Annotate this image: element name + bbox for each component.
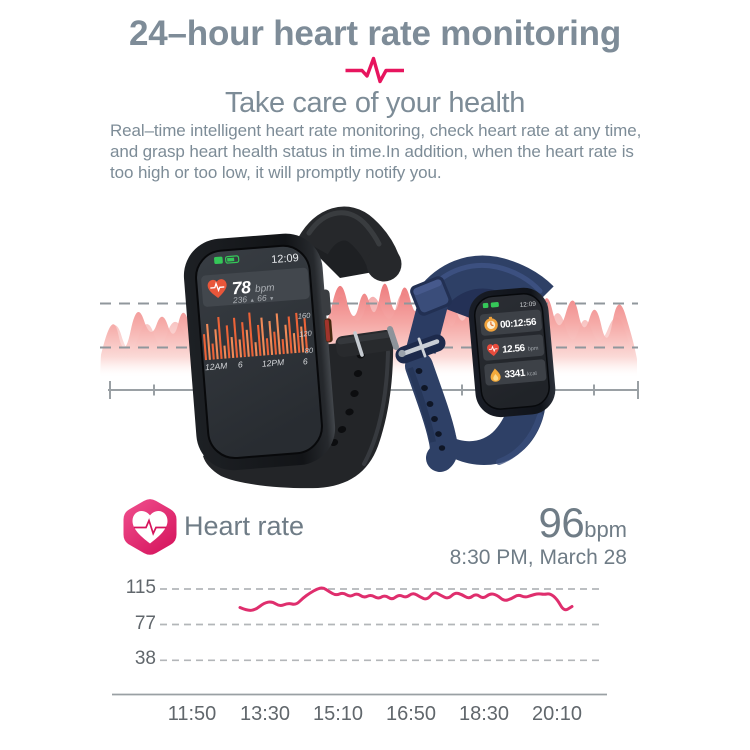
svg-text:160: 160 <box>297 311 311 321</box>
svg-text:kcal: kcal <box>527 371 537 378</box>
svg-text:12PM: 12PM <box>262 357 286 369</box>
svg-text:6: 6 <box>302 356 308 366</box>
svg-text:12AM: 12AM <box>205 360 229 372</box>
svg-text:80: 80 <box>304 346 314 356</box>
svg-text:00:12:56: 00:12:56 <box>500 317 538 331</box>
svg-text:12.56: 12.56 <box>502 343 526 356</box>
svg-text:3341: 3341 <box>504 368 526 381</box>
svg-text:12:09: 12:09 <box>519 301 536 309</box>
svg-text:12:09: 12:09 <box>271 252 299 266</box>
svg-text:6: 6 <box>238 359 244 369</box>
svg-text:236 ▲ 66 ▼: 236 ▲ 66 ▼ <box>231 292 274 305</box>
svg-text:bpm: bpm <box>255 283 275 295</box>
svg-text:120: 120 <box>299 329 313 339</box>
svg-text:78: 78 <box>231 277 252 298</box>
svg-text:bpm: bpm <box>528 346 540 353</box>
